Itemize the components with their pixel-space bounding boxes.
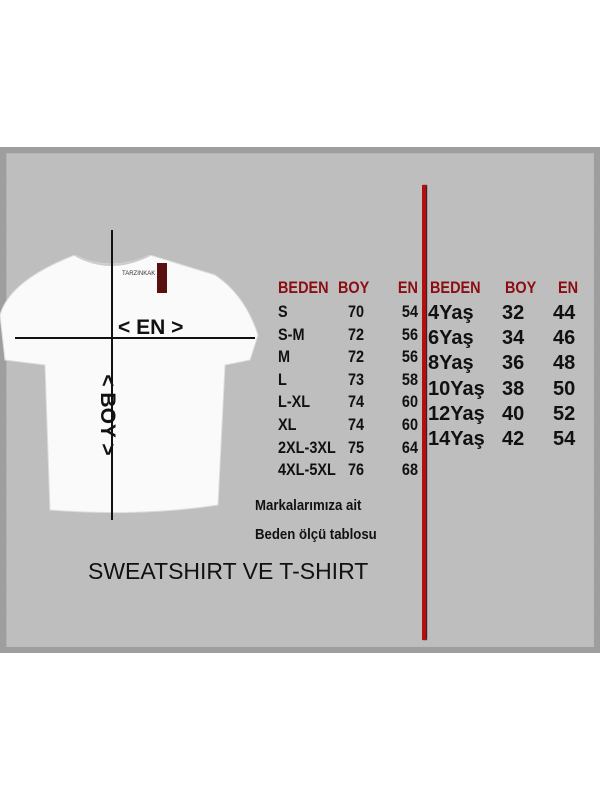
- value-cell: 68: [401, 460, 418, 480]
- value-cell: 56: [401, 324, 418, 344]
- size-cell: 4XL-5XL: [278, 460, 336, 480]
- value-cell: 72: [348, 324, 365, 344]
- size-cell: 6Yaş: [428, 327, 474, 350]
- size-chart-panel: [0, 147, 600, 653]
- width-line: [15, 337, 255, 339]
- value-cell: 74: [348, 392, 365, 412]
- value-cell: 32: [502, 302, 525, 324]
- value-cell: 48: [553, 352, 576, 375]
- brand-tag-text: TARZINKAK: [122, 271, 156, 277]
- tshirt-illustration: [0, 255, 259, 514]
- value-cell: 54: [553, 428, 576, 450]
- value-cell: 40: [502, 402, 525, 425]
- length-line: [111, 230, 113, 520]
- column-header: BOY: [338, 278, 370, 297]
- value-cell: 46: [553, 327, 576, 350]
- size-cell: L-XL: [278, 392, 311, 412]
- width-label: < EN >: [118, 316, 184, 339]
- column-header: BOY: [505, 278, 537, 297]
- size-cell: 14Yaş: [428, 428, 485, 450]
- column-header: EN: [558, 278, 579, 297]
- size-cell: XL: [278, 415, 297, 434]
- value-cell: 52: [553, 402, 576, 425]
- value-cell: 42: [502, 428, 525, 450]
- size-cell: M: [278, 347, 291, 367]
- column-header: BEDEN: [278, 278, 329, 297]
- value-cell: 60: [401, 415, 418, 434]
- size-cell: 2XL-3XL: [278, 437, 336, 457]
- value-cell: 44: [553, 302, 576, 324]
- size-cell: 12Yaş: [428, 402, 485, 425]
- value-cell: 34: [502, 327, 525, 350]
- value-cell: 74: [348, 415, 365, 434]
- size-cell: L: [278, 369, 287, 389]
- value-cell: 54: [401, 302, 418, 321]
- hang-tag: [157, 263, 167, 293]
- value-cell: 56: [401, 347, 418, 367]
- value-cell: 73: [348, 369, 365, 389]
- note-line-1: Markalarımıza ait: [255, 497, 362, 514]
- size-cell: 10Yaş: [428, 377, 485, 400]
- column-header: BEDEN: [430, 278, 481, 297]
- note-line-2: Beden ölçü tablosu: [255, 526, 377, 543]
- size-cell: 4Yaş: [428, 302, 474, 324]
- value-cell: 64: [401, 437, 418, 457]
- column-header: EN: [397, 278, 418, 297]
- length-label: < BOY >: [96, 374, 119, 456]
- value-cell: 58: [401, 369, 418, 389]
- value-cell: 36: [502, 352, 525, 375]
- size-cell: S-M: [278, 324, 305, 344]
- value-cell: 75: [348, 437, 365, 457]
- value-cell: 50: [553, 377, 576, 400]
- product-title: SWEATSHIRT VE T-SHIRT: [88, 558, 369, 584]
- value-cell: 70: [348, 302, 365, 321]
- divider-line: [422, 185, 426, 640]
- value-cell: 76: [348, 460, 365, 480]
- value-cell: 38: [502, 377, 525, 400]
- size-cell: 8Yaş: [428, 352, 474, 375]
- value-cell: 60: [401, 392, 418, 412]
- value-cell: 72: [348, 347, 365, 367]
- size-cell: S: [278, 302, 288, 321]
